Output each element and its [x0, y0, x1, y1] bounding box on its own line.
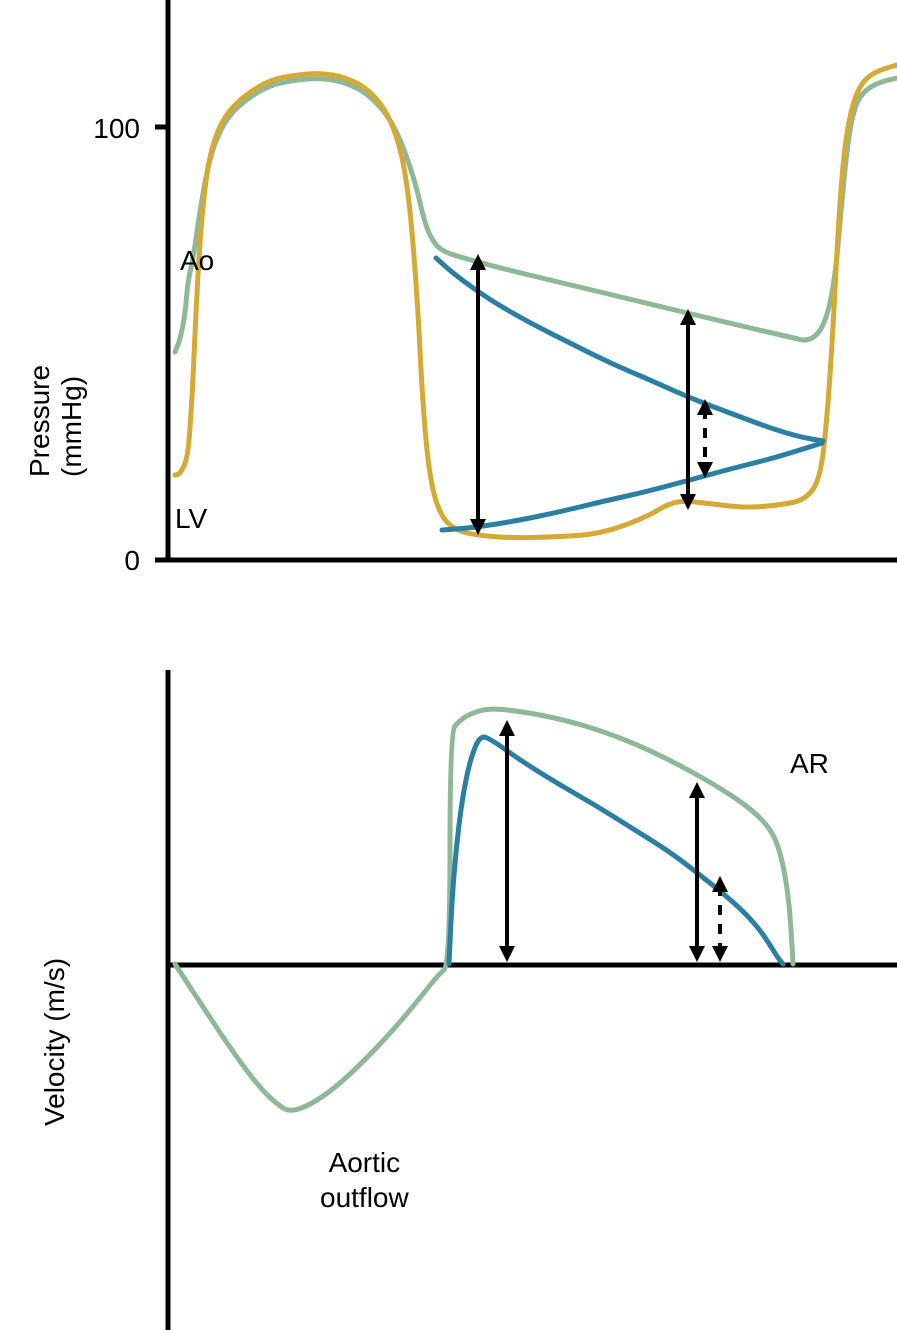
curve-ao-blue: [436, 258, 823, 441]
curve-ao-green: [175, 78, 897, 352]
curve-ar-green: [175, 709, 793, 1110]
label-lv: LV: [175, 503, 207, 535]
tick-label-100: 100: [85, 113, 140, 145]
bottom-arrows-group: [499, 720, 728, 962]
label-ao: Ao: [180, 245, 214, 277]
aortic-line1: Aortic: [329, 1147, 401, 1178]
top-ylabel: Pressure (mmHg): [24, 257, 88, 477]
bottom-ylabel: Velocity (m/s): [39, 926, 71, 1126]
curve-lv-blue: [442, 443, 822, 530]
bottom-panel-svg: [0, 670, 897, 1330]
label-aortic-outflow: Aortic outflow: [320, 1145, 409, 1215]
curve-ar-blue: [449, 737, 783, 964]
curve-lv-yellow: [175, 65, 897, 538]
label-ar: AR: [790, 748, 829, 780]
top-panel-svg: [0, 0, 897, 580]
figure-container: Pressure (mmHg) 100 0 Ao LV Velocity (m/…: [0, 0, 897, 1325]
tick-label-0: 0: [105, 545, 140, 577]
aortic-line2: outflow: [320, 1182, 409, 1213]
